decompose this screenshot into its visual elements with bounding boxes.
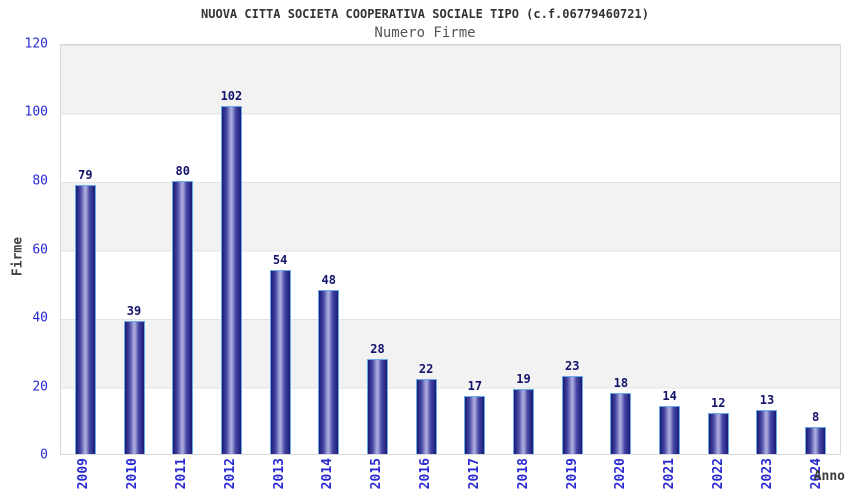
bar-value-label: 28 [370, 341, 385, 356]
bar-slot: 17 [451, 45, 500, 454]
x-tick-label: 2012 [222, 458, 238, 490]
bar [513, 389, 535, 454]
bar-slot: 22 [402, 45, 451, 454]
plot-area: 79 39 80 102 54 48 28 22 17 19 23 18 14 12 13 8 [60, 44, 841, 455]
chart-subtitle: Numero Firme [374, 25, 476, 41]
x-slot: 2020 [597, 458, 646, 500]
x-tick-label: 2019 [564, 458, 580, 490]
bar-value-label: 102 [220, 89, 243, 104]
bar-slot: 79 [61, 45, 110, 454]
bar-value-label: 18 [613, 375, 629, 390]
bar [123, 321, 145, 454]
x-axis-title: Anno [813, 469, 845, 484]
bar [415, 379, 437, 454]
bar [756, 409, 778, 454]
x-tick-label: 2015 [369, 458, 385, 490]
bar [172, 181, 194, 454]
x-tick-label: 2017 [466, 458, 482, 490]
x-tick-label: 2023 [759, 458, 775, 490]
bar [659, 406, 681, 454]
x-tick-label: 2021 [662, 458, 678, 490]
bar [318, 290, 340, 454]
x-slot: 2016 [402, 458, 451, 500]
bar-slot: 28 [353, 45, 402, 454]
x-slot: 2021 [646, 458, 695, 500]
x-slot: 2019 [548, 458, 597, 500]
x-slot: 2013 [255, 458, 304, 500]
x-tick-label: 2018 [515, 458, 531, 490]
bar-value-label: 22 [418, 362, 434, 377]
bars-container: 79 39 80 102 54 48 28 22 17 19 23 18 14 12 13 8 [61, 45, 840, 454]
bar-value-label: 17 [467, 379, 483, 394]
bar-slot: 54 [256, 45, 305, 454]
x-slot: 2023 [743, 458, 792, 500]
bar-value-label: 14 [662, 389, 677, 404]
x-tick-label: 2014 [320, 458, 336, 490]
bar-slot: 48 [304, 45, 353, 454]
chart-title: NUOVA CITTA SOCIETA COOPERATIVA SOCIALE … [201, 7, 649, 21]
bar [464, 396, 486, 454]
bar-slot: 19 [499, 45, 548, 454]
bar-value-label: 80 [175, 164, 190, 179]
y-tick-label: 60 [32, 242, 48, 257]
y-tick-label: 120 [24, 36, 48, 52]
x-axis-tick-labels: 2009 2010 2011 2012 2013 2014 2015 2016 2017 2018… [60, 458, 841, 500]
x-tick-label: 2022 [710, 458, 726, 490]
bar-slot: 13 [743, 45, 792, 454]
x-tick-label: 2011 [174, 458, 190, 490]
x-slot: 2011 [158, 458, 207, 500]
y-tick-label: 80 [32, 173, 48, 189]
bar-slot: 23 [548, 45, 597, 454]
bar-slot: 14 [645, 45, 694, 454]
bar [805, 426, 827, 454]
x-slot: 2012 [206, 458, 255, 500]
y-axis-tick-labels: 0 20 40 60 80 100 120 [0, 37, 54, 463]
x-tick-label: 2010 [125, 458, 141, 490]
bar-slot: 18 [597, 45, 646, 454]
bar-value-label: 23 [564, 358, 580, 373]
y-tick-label: 0 [40, 447, 48, 463]
bar [561, 375, 583, 454]
bar [220, 106, 242, 454]
x-slot: 2017 [451, 458, 500, 500]
x-slot: 2009 [60, 458, 109, 500]
x-tick-label: 2020 [613, 458, 629, 490]
x-slot: 2014 [304, 458, 353, 500]
bar-slot: 102 [207, 45, 256, 454]
bar-slot: 12 [694, 45, 743, 454]
bar-value-label: 13 [759, 392, 775, 407]
bar [366, 358, 388, 454]
x-tick-label: 2013 [271, 458, 287, 490]
y-tick-label: 40 [32, 310, 48, 326]
x-tick-label: 2016 [418, 458, 434, 490]
x-slot: 2022 [695, 458, 744, 500]
y-tick-label: 20 [32, 379, 48, 394]
bar-value-label: 12 [711, 396, 726, 411]
bar [707, 413, 729, 454]
bar-slot: 39 [110, 45, 159, 454]
y-tick-label: 100 [24, 104, 48, 120]
x-slot: 2015 [353, 458, 402, 500]
bar [610, 392, 632, 454]
x-slot: 2010 [109, 458, 158, 500]
bar-value-label: 48 [321, 273, 336, 288]
bar-slot: 8 [791, 45, 840, 454]
bar [74, 184, 96, 454]
bar-value-label: 8 [812, 409, 820, 424]
bar-value-label: 39 [126, 304, 142, 319]
x-slot: 2018 [499, 458, 548, 500]
bar-slot: 80 [158, 45, 207, 454]
bar-value-label: 19 [516, 372, 531, 387]
bar-value-label: 79 [78, 167, 93, 182]
x-tick-label: 2009 [76, 458, 92, 490]
bar [269, 269, 291, 454]
bar-value-label: 54 [272, 252, 288, 267]
